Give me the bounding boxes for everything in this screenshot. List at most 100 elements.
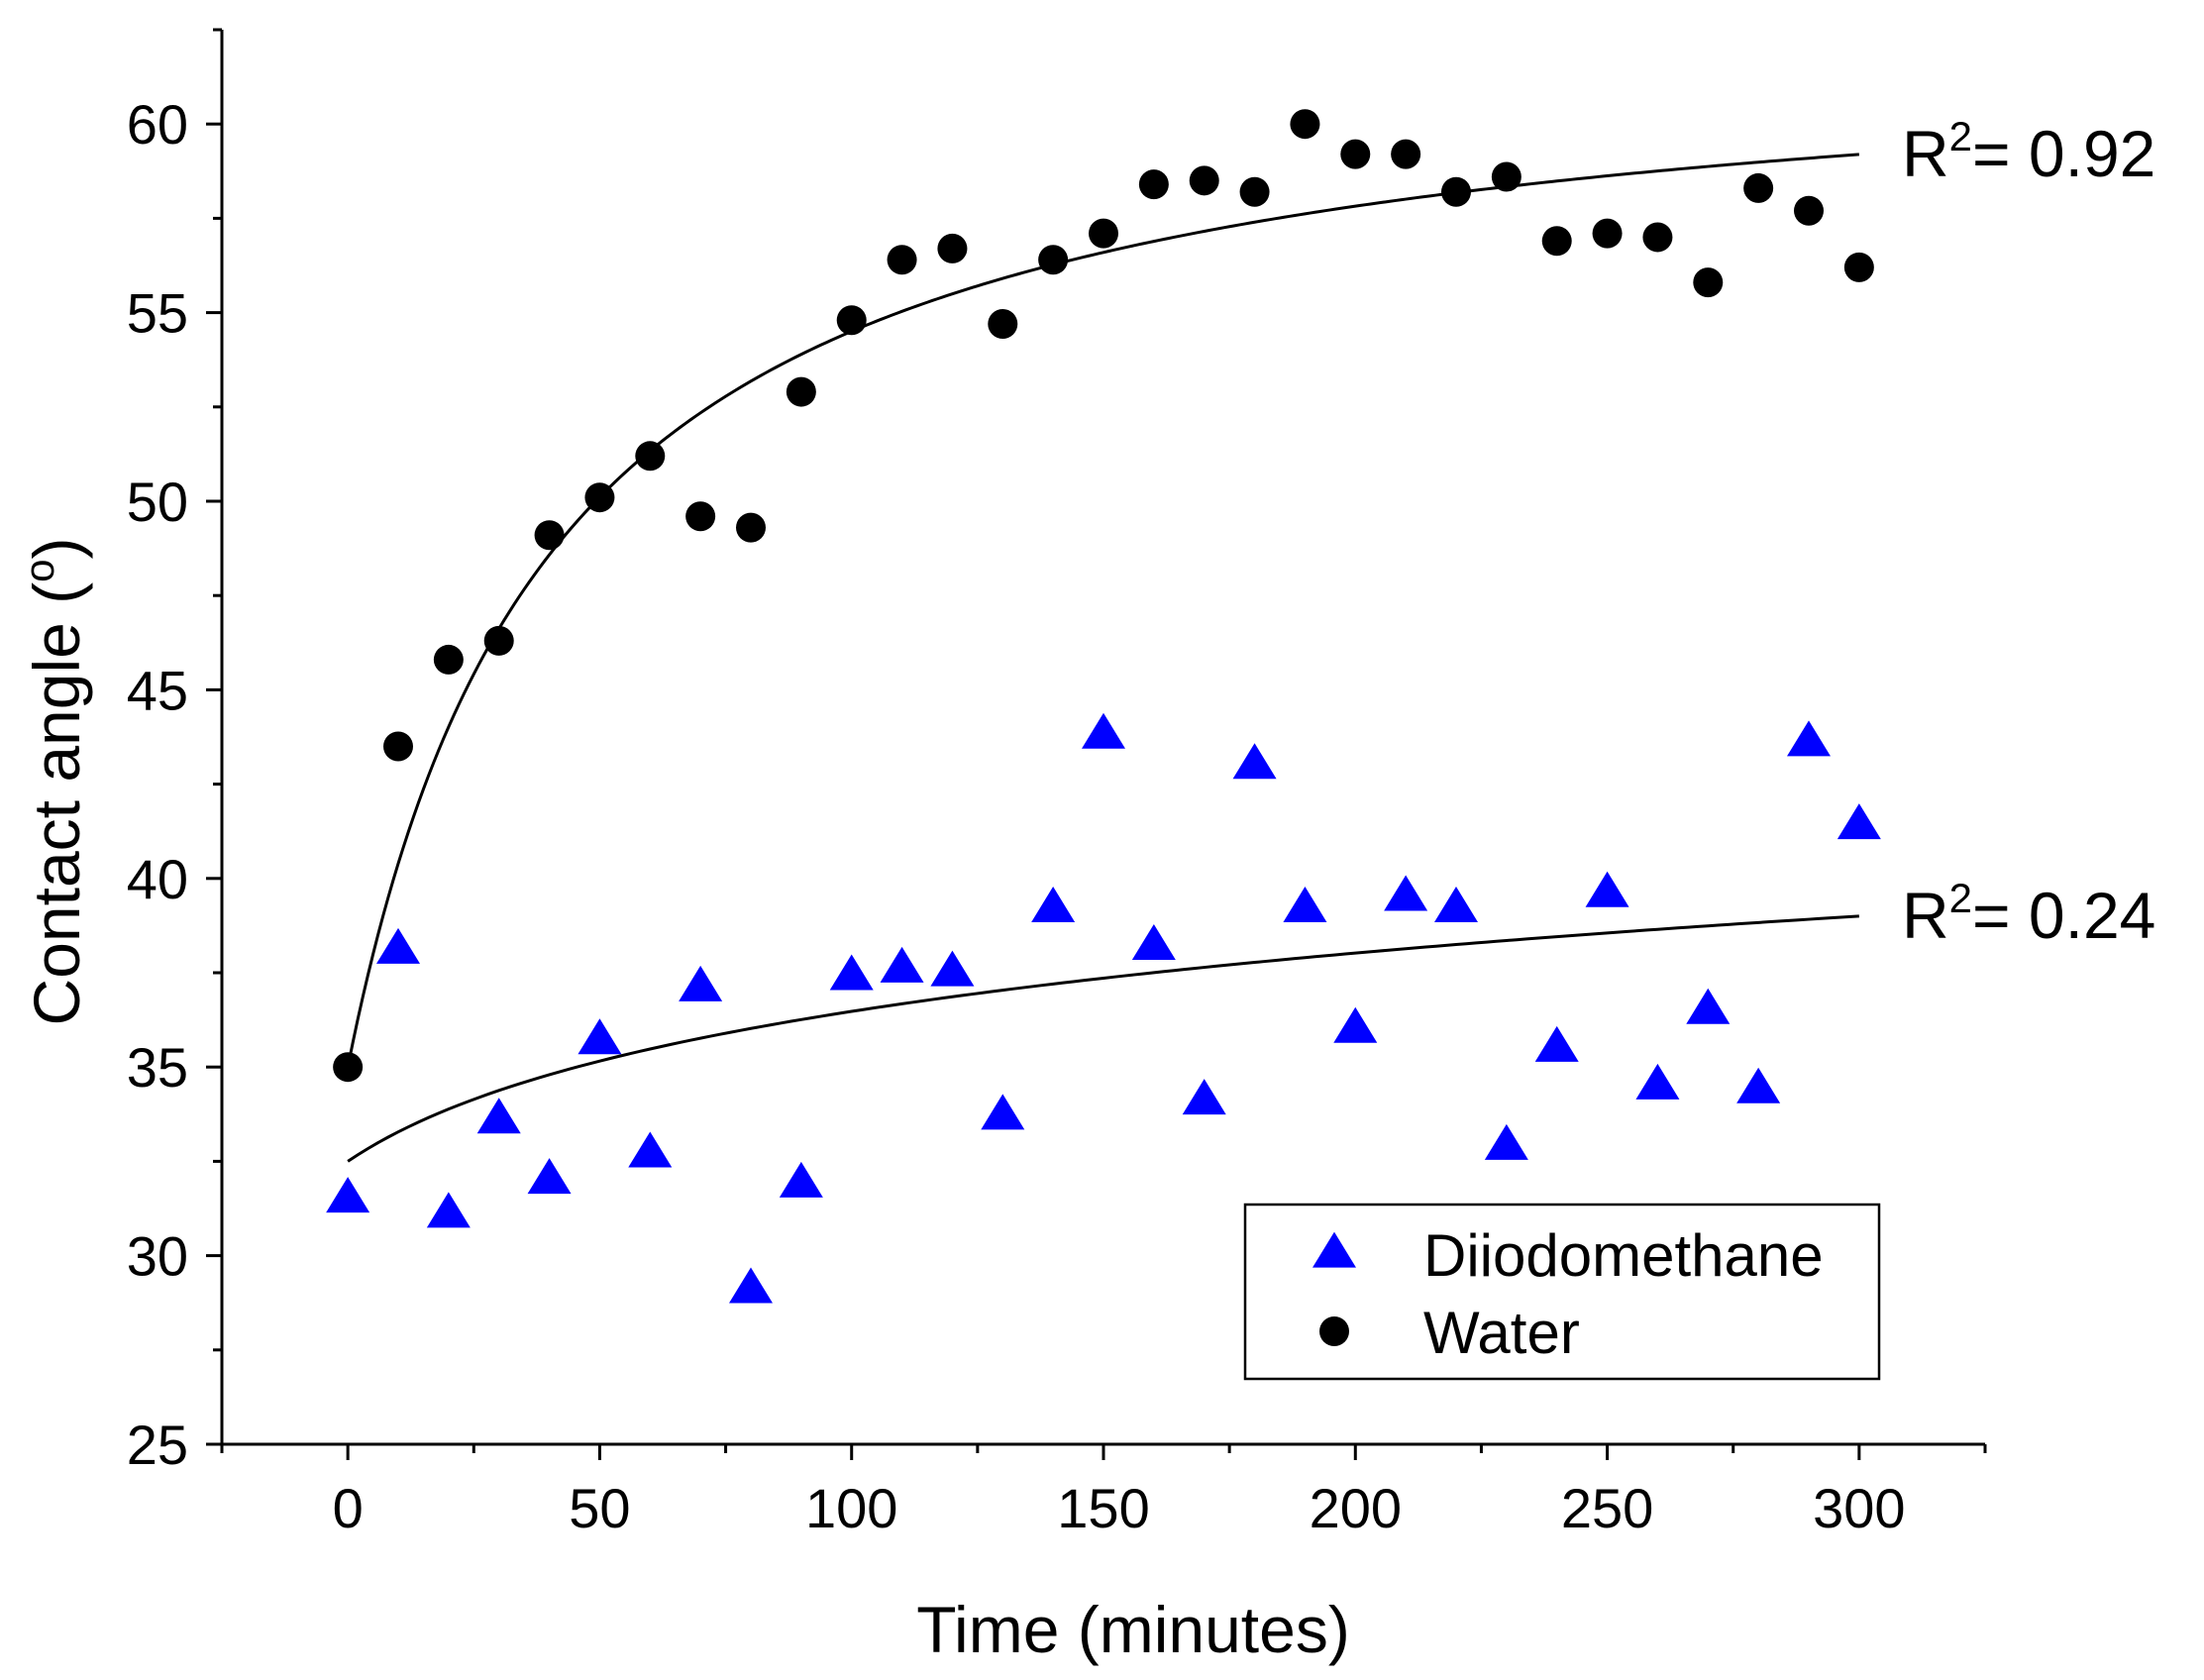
data-point-water	[786, 376, 816, 407]
data-point-diiodomethane	[628, 1131, 673, 1168]
r2-diio-value: = 0.24	[1972, 879, 2155, 952]
y-tick-label: 25	[127, 1414, 188, 1476]
data-point-water	[1743, 172, 1774, 203]
r2-label-diiodomethane: R2= 0.24	[1902, 875, 2155, 952]
x-tick-label: 150	[1057, 1477, 1149, 1539]
data-points	[326, 109, 1881, 1304]
data-point-water	[887, 245, 917, 275]
y-tick-label: 40	[127, 848, 188, 910]
y-axis-title-degree: o	[16, 560, 62, 582]
legend-label-diiodomethane: Diiodomethane	[1423, 1222, 1824, 1289]
y-tick-label: 35	[127, 1036, 188, 1099]
ticks: 0 50 100 150 200 250 300 25 30 35 40 45 50 55 60	[127, 28, 1987, 1539]
data-point-diiodomethane	[1484, 1123, 1528, 1160]
data-point-diiodomethane	[1232, 743, 1277, 780]
data-point-water	[1340, 139, 1371, 169]
fit-curve-diiodomethane	[347, 914, 1859, 1163]
data-point-water	[836, 305, 867, 336]
data-point-water	[1541, 226, 1572, 257]
data-point-diiodomethane	[1686, 988, 1731, 1024]
data-point-diiodomethane	[1131, 924, 1176, 961]
data-point-water	[1642, 222, 1673, 253]
fit-curves	[346, 153, 1859, 1163]
data-point-diiodomethane	[1787, 720, 1831, 757]
data-point-diiodomethane	[1082, 712, 1125, 749]
data-point-diiodomethane	[930, 950, 975, 987]
data-point-diiodomethane	[1434, 886, 1478, 922]
data-point-water	[1189, 165, 1219, 196]
data-point-diiodomethane	[577, 1018, 622, 1055]
data-point-water	[1843, 252, 1874, 282]
data-point-water	[1038, 245, 1069, 275]
data-point-water	[1391, 139, 1421, 169]
data-point-diiodomethane	[426, 1192, 471, 1228]
data-point-diiodomethane	[1837, 803, 1881, 840]
data-point-diiodomethane	[829, 954, 874, 991]
legend-label-water: Water	[1423, 1300, 1580, 1366]
data-point-diiodomethane	[1031, 886, 1076, 922]
y-tick-label: 45	[127, 659, 188, 721]
data-point-water	[937, 233, 968, 263]
x-tick-label: 50	[569, 1477, 630, 1539]
data-point-water	[483, 625, 514, 656]
legend-triangle-marker	[1312, 1231, 1356, 1268]
data-point-diiodomethane	[527, 1158, 572, 1195]
y-tick-label: 55	[127, 282, 188, 345]
data-point-water	[635, 441, 666, 472]
data-point-water	[685, 501, 716, 532]
data-point-water	[433, 644, 464, 675]
data-point-diiodomethane	[326, 1177, 370, 1213]
data-point-water	[1290, 109, 1320, 140]
data-point-diiodomethane	[981, 1094, 1025, 1130]
r2-diio-sup: 2	[1949, 875, 1972, 921]
y-axis-title: Contact angle (o)	[16, 538, 93, 1026]
x-tick-label: 200	[1310, 1477, 1402, 1539]
y-axis-title-main: Contact angle (	[20, 582, 93, 1026]
r2-water-sup: 2	[1949, 113, 1972, 159]
data-point-water	[988, 309, 1018, 340]
data-point-diiodomethane	[729, 1267, 773, 1304]
data-point-water	[1693, 267, 1724, 298]
data-point-water	[1441, 176, 1471, 207]
data-point-water	[1239, 176, 1270, 207]
data-point-diiodomethane	[376, 927, 420, 964]
r2-water-value: = 0.92	[1972, 117, 2155, 190]
data-point-diiodomethane	[880, 946, 924, 983]
data-point-water	[1592, 218, 1623, 249]
data-point-diiodomethane	[1384, 875, 1428, 911]
data-point-water	[1138, 169, 1169, 200]
r2-label-water: R2= 0.92	[1902, 113, 2155, 190]
legend-box	[1243, 1203, 1881, 1381]
y-axis-title-close: )	[20, 538, 93, 560]
legend: Diiodomethane Water	[1243, 1203, 1881, 1381]
data-point-water	[1794, 195, 1824, 226]
data-point-diiodomethane	[679, 965, 723, 1001]
data-point-diiodomethane	[1333, 1006, 1378, 1043]
data-point-water	[736, 512, 766, 543]
r2-water-prefix: R	[1902, 117, 1949, 190]
x-axis-title: Time (minutes)	[916, 1593, 1350, 1666]
data-point-diiodomethane	[1283, 886, 1327, 922]
data-point-diiodomethane	[1182, 1079, 1226, 1115]
y-tick-label: 50	[127, 471, 188, 533]
data-point-diiodomethane	[1585, 871, 1629, 907]
data-point-water	[333, 1052, 364, 1083]
x-tick-label: 0	[333, 1477, 364, 1539]
data-point-diiodomethane	[779, 1161, 823, 1198]
data-point-water	[584, 482, 615, 513]
x-tick-label: 100	[805, 1477, 897, 1539]
data-point-water	[1089, 218, 1118, 249]
y-tick-label: 60	[127, 93, 188, 156]
x-tick-label: 250	[1561, 1477, 1653, 1539]
x-tick-label: 300	[1813, 1477, 1905, 1539]
data-point-water	[383, 731, 413, 762]
data-point-water	[534, 520, 565, 551]
legend-circle-marker	[1319, 1316, 1349, 1346]
data-point-diiodomethane	[1534, 1025, 1579, 1062]
data-point-water	[1491, 161, 1522, 192]
data-point-diiodomethane	[1635, 1063, 1680, 1100]
r2-diio-prefix: R	[1902, 879, 1949, 952]
y-tick-label: 30	[127, 1225, 188, 1288]
data-point-diiodomethane	[476, 1098, 521, 1134]
